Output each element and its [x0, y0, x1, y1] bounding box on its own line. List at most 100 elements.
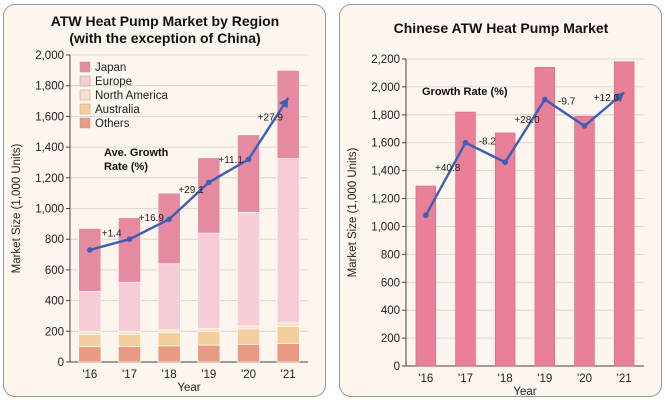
bar-segment	[197, 327, 221, 332]
y-tick-label: 1,800	[35, 81, 64, 93]
y-tick-label: 1,600	[35, 111, 64, 123]
bar-segment	[237, 344, 260, 363]
legend-swatch	[79, 103, 91, 115]
growth-arrowhead	[614, 92, 625, 103]
y-tick-label: 0	[394, 361, 400, 373]
y-tick-label: 1,000	[371, 221, 400, 233]
growth-rate-label: +11.1	[218, 155, 243, 166]
bar-segment	[78, 330, 102, 335]
growth-line	[89, 97, 290, 252]
bar-segment	[78, 291, 102, 332]
growth-rate-label: +28.0	[514, 115, 540, 126]
legend-swatch	[79, 117, 91, 129]
growth-rate-label: +16.9	[139, 213, 165, 224]
y-tick-label: 2,200	[371, 54, 400, 66]
growth-annotation: Growth Rate (%)	[422, 86, 508, 98]
bar	[613, 61, 635, 367]
y-tick-label: 200	[381, 333, 400, 345]
x-tick-label: '18	[498, 373, 513, 385]
y-tick-label: 1,200	[371, 194, 400, 206]
y-tick-label: 1,600	[371, 138, 400, 150]
growth-rate-label: +40.8	[435, 163, 461, 174]
chart-title-line1: ATW Heat Pump Market by Region	[51, 13, 279, 29]
growth-point	[542, 96, 548, 103]
bar	[494, 132, 516, 367]
x-tick-label: '17	[122, 369, 137, 381]
x-axis-label: Year	[177, 382, 200, 394]
china-chart-panel: Chinese ATW Heat Pump Market 0 200 400 600 8…	[339, 4, 662, 397]
y-tick-label: 400	[381, 305, 400, 317]
bar	[415, 185, 437, 367]
bar-segment	[157, 329, 181, 334]
y-tick-label: 2,000	[371, 82, 400, 94]
bar-segment	[276, 326, 300, 344]
bar-segment	[197, 344, 221, 363]
x-tick-label: '19	[201, 369, 216, 381]
growth-rate-label: -9.7	[558, 97, 576, 108]
x-tick-label: '21	[281, 369, 296, 381]
bar-segment	[276, 343, 300, 363]
bar-segment	[78, 346, 102, 363]
x-tick-label: '19	[537, 373, 552, 385]
legend-entry: Japan	[95, 62, 126, 74]
y-tick-label: 0	[58, 357, 64, 369]
legend-entry: North America	[95, 90, 168, 102]
bar-segment	[276, 158, 300, 324]
x-tick-label: '16	[418, 373, 433, 385]
bar-segment	[157, 345, 181, 363]
growth-rate-label: +12.6	[594, 93, 620, 104]
growth-point	[126, 236, 133, 242]
growth-rate-label: +29.1	[178, 185, 204, 196]
legend-swatch	[79, 89, 91, 101]
bar-segment	[197, 232, 221, 329]
x-tick-label: '21	[617, 373, 632, 385]
chart-title-line2: (with the exception of China)	[69, 30, 260, 46]
growth-rate-label: +27.9	[258, 113, 284, 124]
bar-segment	[78, 334, 102, 347]
x-tick-label: '16	[82, 369, 97, 381]
bar-segment	[197, 157, 221, 234]
growth-rate-label: +1.4	[102, 229, 122, 240]
growth-point	[502, 159, 508, 166]
bar-segment	[237, 134, 260, 213]
growth-point	[206, 179, 212, 186]
growth-annotation-line2: Rate (%)	[104, 161, 148, 173]
growth-point	[423, 212, 429, 219]
legend-swatch	[79, 61, 91, 73]
bar-segment	[237, 325, 260, 330]
bar-segment	[118, 346, 141, 363]
growth-point	[245, 156, 252, 163]
x-tick-label: '20	[241, 369, 256, 381]
legend-swatch	[79, 75, 91, 87]
x-axis-label: Year	[513, 386, 536, 397]
y-tick-label: 1,000	[35, 204, 64, 216]
growth-point	[462, 139, 469, 146]
bar-segment	[276, 322, 300, 327]
growth-arrowhead	[279, 97, 289, 109]
y-tick-label: 1,800	[371, 110, 400, 122]
bar-segment	[157, 192, 181, 265]
growth-rate-label: -8.2	[479, 136, 497, 147]
bar-segment	[157, 263, 181, 331]
growth-point	[581, 123, 588, 129]
bar-segment	[118, 330, 141, 335]
china-chart: Chinese ATW Heat Pump Market 0 200 400 600 8…	[347, 20, 644, 397]
chart-title: Chinese ATW Heat Pump Market	[394, 20, 609, 36]
legend-entry: Others	[95, 118, 130, 130]
x-tick-label: '17	[458, 373, 473, 385]
regional-chart-panel: ATW Heat Pump Market by Region (with the…	[3, 4, 326, 397]
x-tick-label: '20	[577, 373, 592, 385]
growth-annotation-line1: Ave. Growth	[104, 147, 169, 159]
y-tick-label: 400	[45, 296, 64, 308]
growth-line	[424, 91, 625, 216]
y-tick-label: 600	[381, 277, 400, 289]
y-tick-label: 200	[45, 326, 64, 338]
bar-segment	[118, 334, 141, 347]
x-tick-label: '18	[162, 369, 177, 381]
legend-entry: Australia	[95, 104, 140, 116]
regional-chart: ATW Heat Pump Market by Region (with the…	[11, 13, 308, 394]
bar-segment	[237, 328, 260, 345]
y-axis-label: Market Size (1,000 Units)	[347, 147, 359, 277]
y-axis-label: Market Size (1,000 Units)	[11, 143, 23, 273]
bar-segment	[118, 281, 141, 332]
